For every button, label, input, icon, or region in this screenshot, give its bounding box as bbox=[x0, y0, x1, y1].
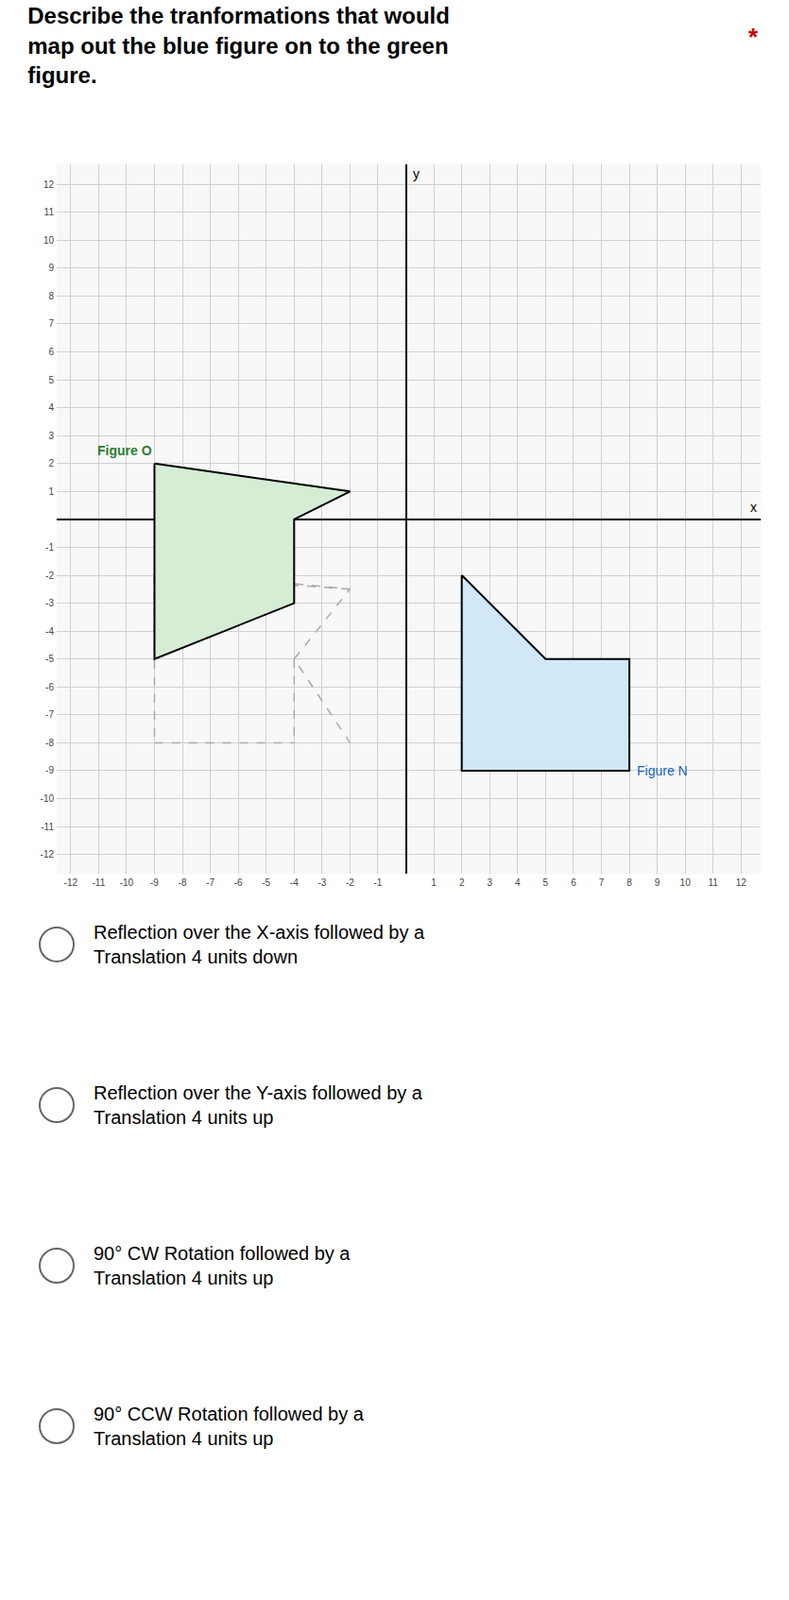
svg-text:2: 2 bbox=[459, 877, 465, 889]
svg-text:6: 6 bbox=[48, 346, 54, 358]
svg-text:-10: -10 bbox=[40, 793, 55, 805]
svg-text:7: 7 bbox=[599, 877, 605, 889]
svg-text:Describe the tranformations th: Describe the tranformations that wouldma… bbox=[27, 2, 450, 87]
svg-text:Figure N: Figure N bbox=[636, 763, 688, 779]
svg-text:-2: -2 bbox=[45, 570, 54, 582]
svg-text:x: x bbox=[750, 499, 757, 515]
svg-text:9: 9 bbox=[48, 262, 54, 274]
svg-text:4: 4 bbox=[514, 877, 521, 889]
svg-text:11: 11 bbox=[708, 877, 720, 889]
svg-text:-7: -7 bbox=[205, 877, 215, 889]
svg-text:8: 8 bbox=[626, 877, 633, 889]
svg-text:y: y bbox=[412, 166, 420, 182]
svg-text:12: 12 bbox=[43, 179, 55, 190]
svg-text:-6: -6 bbox=[234, 877, 243, 889]
svg-text:Reflection over the Y-axis fol: Reflection over the Y-axis followed by a… bbox=[93, 1082, 424, 1129]
svg-text:-8: -8 bbox=[45, 737, 54, 749]
svg-text:4: 4 bbox=[48, 402, 54, 413]
svg-text:-9: -9 bbox=[150, 877, 159, 889]
svg-text:-4: -4 bbox=[45, 626, 54, 637]
svg-text:-7: -7 bbox=[45, 709, 54, 721]
svg-text:90° CW Rotation followed by aT: 90° CW Rotation followed by aTranslation… bbox=[93, 1243, 351, 1289]
svg-text:-12: -12 bbox=[64, 877, 79, 889]
svg-text:-6: -6 bbox=[45, 682, 54, 693]
svg-text:-8: -8 bbox=[178, 877, 188, 889]
svg-text:Figure O: Figure O bbox=[97, 443, 153, 459]
svg-text:10: 10 bbox=[680, 877, 692, 889]
svg-text:-3: -3 bbox=[45, 598, 54, 609]
svg-text:-3: -3 bbox=[317, 877, 326, 889]
svg-text:11: 11 bbox=[44, 206, 55, 218]
svg-text:1: 1 bbox=[48, 486, 54, 498]
svg-text:7: 7 bbox=[48, 318, 54, 329]
svg-text:-11: -11 bbox=[40, 822, 54, 833]
svg-text:-5: -5 bbox=[261, 877, 271, 889]
svg-text:3: 3 bbox=[486, 877, 493, 889]
svg-text:-4: -4 bbox=[290, 877, 299, 889]
svg-text:12: 12 bbox=[736, 877, 748, 889]
svg-text:6: 6 bbox=[570, 877, 577, 889]
svg-text:-1: -1 bbox=[374, 877, 383, 889]
svg-text:1: 1 bbox=[430, 877, 437, 889]
svg-text:-9: -9 bbox=[45, 765, 54, 776]
svg-text:-11: -11 bbox=[91, 877, 105, 889]
svg-text:-12: -12 bbox=[40, 849, 55, 860]
svg-text:-2: -2 bbox=[345, 877, 355, 889]
svg-text:-5: -5 bbox=[45, 653, 54, 665]
svg-text:5: 5 bbox=[48, 375, 54, 386]
svg-text:8: 8 bbox=[48, 291, 54, 302]
svg-text:5: 5 bbox=[543, 877, 549, 889]
svg-text:2: 2 bbox=[48, 458, 54, 469]
svg-text:9: 9 bbox=[654, 877, 661, 889]
svg-text:-1: -1 bbox=[45, 542, 54, 553]
svg-text:90° CCW Rotation followed by a: 90° CCW Rotation followed by aTranslatio… bbox=[93, 1404, 365, 1450]
svg-text:10: 10 bbox=[43, 235, 55, 246]
svg-text:-10: -10 bbox=[120, 877, 135, 889]
svg-text:Reflection over the X-axis fol: Reflection over the X-axis followed by a… bbox=[93, 922, 426, 968]
svg-text:3: 3 bbox=[48, 430, 54, 442]
svg-text:*: * bbox=[748, 22, 759, 52]
